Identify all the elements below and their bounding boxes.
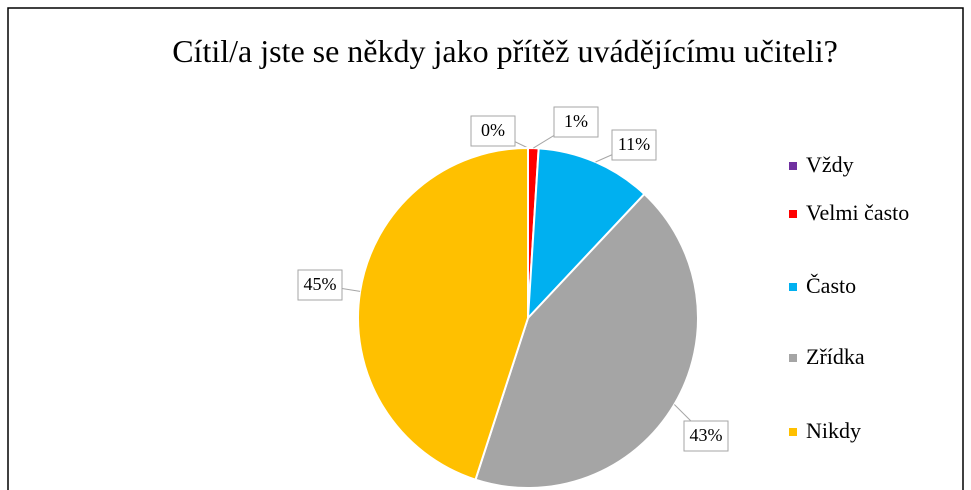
legend-label: Často [806,273,856,298]
legend-label: Nikdy [806,418,861,443]
data-label-box [683,420,729,452]
data-label: 1% [564,111,588,131]
legend-label: Velmi často [806,200,909,225]
legend-label: Zřídka [806,344,865,369]
data-label: 0% [481,120,505,140]
data-label-box [297,269,343,301]
legend-swatch [789,283,797,291]
data-label-box [553,106,599,138]
legend-swatch [789,210,797,218]
data-label: 11% [618,134,650,154]
legend-swatch [789,428,797,436]
pie-slice [356,146,529,481]
legend-swatch [789,354,797,362]
pie-slice [474,192,700,490]
legend-swatch [789,162,797,170]
pie-slice [526,147,646,321]
legend-label: Vždy [806,152,854,177]
data-label-box [611,129,657,161]
chart-title: Cítil/a jste se někdy jako přítěž uváděj… [172,33,838,69]
data-label-box [470,115,516,147]
data-label: 43% [690,425,723,445]
chart-border [7,7,964,490]
data-label: 45% [304,274,337,294]
